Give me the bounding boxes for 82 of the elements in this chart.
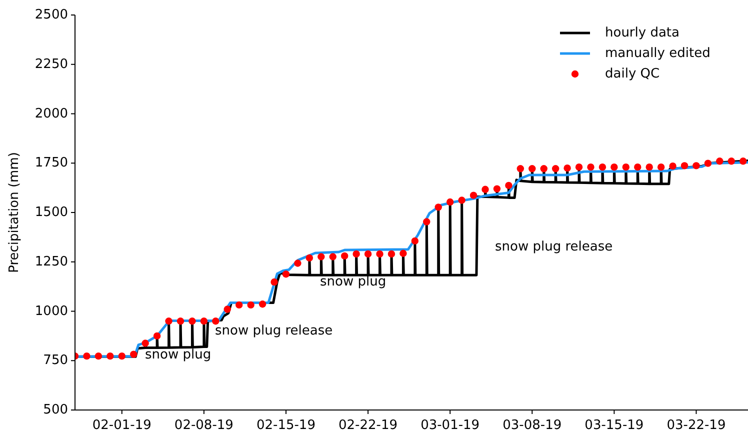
point [680,162,688,170]
point [188,318,196,325]
point [352,250,360,258]
point [106,352,114,360]
x-tick-label: 03-22-19 [666,418,726,433]
point [270,278,278,286]
x-tick-label: 02-01-19 [92,418,152,433]
point [516,165,524,172]
point [200,318,208,325]
x-tick-label: 02-08-19 [174,418,234,433]
x-tick-label: 03-08-19 [502,418,562,433]
point [294,260,302,267]
point [587,163,594,171]
point [142,340,149,347]
point [493,185,501,192]
point [118,352,126,360]
point [610,163,618,171]
point [564,164,571,172]
point [528,165,536,172]
point [306,254,314,262]
point [552,165,560,172]
legend-label: hourly data [605,26,680,41]
annotation: snow plug release [495,240,613,255]
point [540,165,548,172]
y-tick-label: 1750 [34,156,68,171]
point [388,250,396,258]
point [247,301,254,309]
point [83,352,90,360]
point [575,163,583,171]
y-axis-title: Precipitation (mm) [7,152,22,273]
y-tick-label: 2250 [34,56,68,72]
point [94,352,102,360]
point [236,301,243,309]
point [646,163,653,171]
point [505,182,512,190]
annotation: snow plug release [215,324,333,339]
y-tick-label: 1000 [34,304,68,319]
point [446,198,454,206]
point [364,250,372,258]
y-tick-label: 1250 [34,254,68,270]
point [318,253,325,260]
point [704,160,712,167]
point [634,163,642,171]
x-tick-label: 03-01-19 [420,418,480,433]
point [176,318,184,325]
y-tick-label: 750 [43,353,68,368]
annotation: snow plug [320,274,386,290]
point [728,158,735,165]
point [165,318,172,325]
point [482,186,489,193]
annotation: snow plug [145,348,212,363]
point [224,306,231,313]
point [622,163,630,171]
x-tick-label: 03-15-19 [584,418,644,433]
point [329,253,336,260]
point [340,252,348,260]
point [153,332,161,340]
point [130,350,138,358]
point [470,192,478,199]
point [423,218,430,226]
point [258,300,266,308]
point [282,270,290,278]
point [692,162,700,170]
point [657,163,665,171]
legend-label: daily QC [605,66,660,82]
y-tick-label: 500 [43,402,68,418]
y-tick-label: 1500 [34,205,68,220]
y-tick-label: 2000 [34,106,68,122]
legend-label: manually edited [605,46,710,62]
x-tick-label: 02-22-19 [338,418,398,433]
point [376,250,384,258]
point [400,250,407,257]
point [716,158,724,165]
y-tick-label: 2500 [34,8,68,23]
point [669,162,676,170]
point [434,204,442,211]
point [212,318,220,325]
point [411,237,419,245]
point [740,158,747,165]
point [598,163,606,171]
x-tick-label: 02-15-19 [256,418,316,433]
point [458,196,466,204]
